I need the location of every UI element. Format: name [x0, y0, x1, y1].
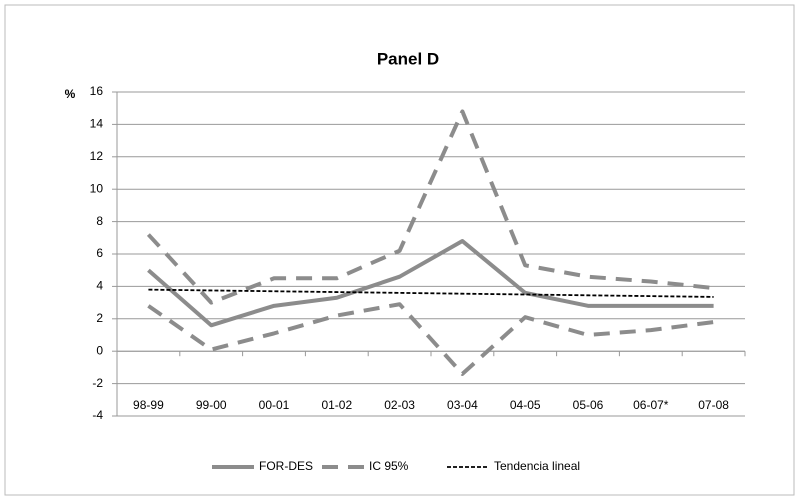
y-tick-label: -4 — [92, 408, 103, 422]
x-tick-label: 99-00 — [196, 398, 227, 412]
x-tick-label: 00-01 — [259, 398, 290, 412]
y-tick-label: 4 — [96, 279, 103, 293]
y-tick-label: 14 — [90, 117, 104, 131]
x-tick-label: 05-06 — [573, 398, 604, 412]
x-tick-label: 03-04 — [447, 398, 478, 412]
y-tick-label: -2 — [92, 376, 103, 390]
series-line — [147, 239, 714, 328]
x-tick-label: 98-99 — [133, 398, 164, 412]
x-tick-label: 01-02 — [321, 398, 352, 412]
y-tick-label: 0 — [96, 343, 103, 357]
x-tick-label: 06-07* — [633, 398, 669, 412]
x-tick-label: 04-05 — [510, 398, 541, 412]
y-tick-label: 16 — [90, 84, 104, 98]
chart-title: Panel D — [377, 49, 439, 68]
x-tick-label: 02-03 — [384, 398, 415, 412]
legend-label: FOR-DES — [259, 459, 313, 473]
x-tick-label: 07-08 — [698, 398, 729, 412]
series-line — [147, 302, 714, 376]
legend-label: Tendencia lineal — [494, 459, 580, 473]
series-line — [146, 109, 714, 305]
y-axis-label: % — [65, 87, 76, 101]
y-tick-label: 12 — [90, 149, 104, 163]
y-tick-label: 6 — [96, 246, 103, 260]
y-tick-label: 2 — [96, 311, 103, 325]
legend-label: IC 95% — [369, 459, 409, 473]
series-line — [148, 288, 714, 298]
y-tick-label: 10 — [90, 181, 104, 195]
y-tick-label: 8 — [96, 214, 103, 228]
